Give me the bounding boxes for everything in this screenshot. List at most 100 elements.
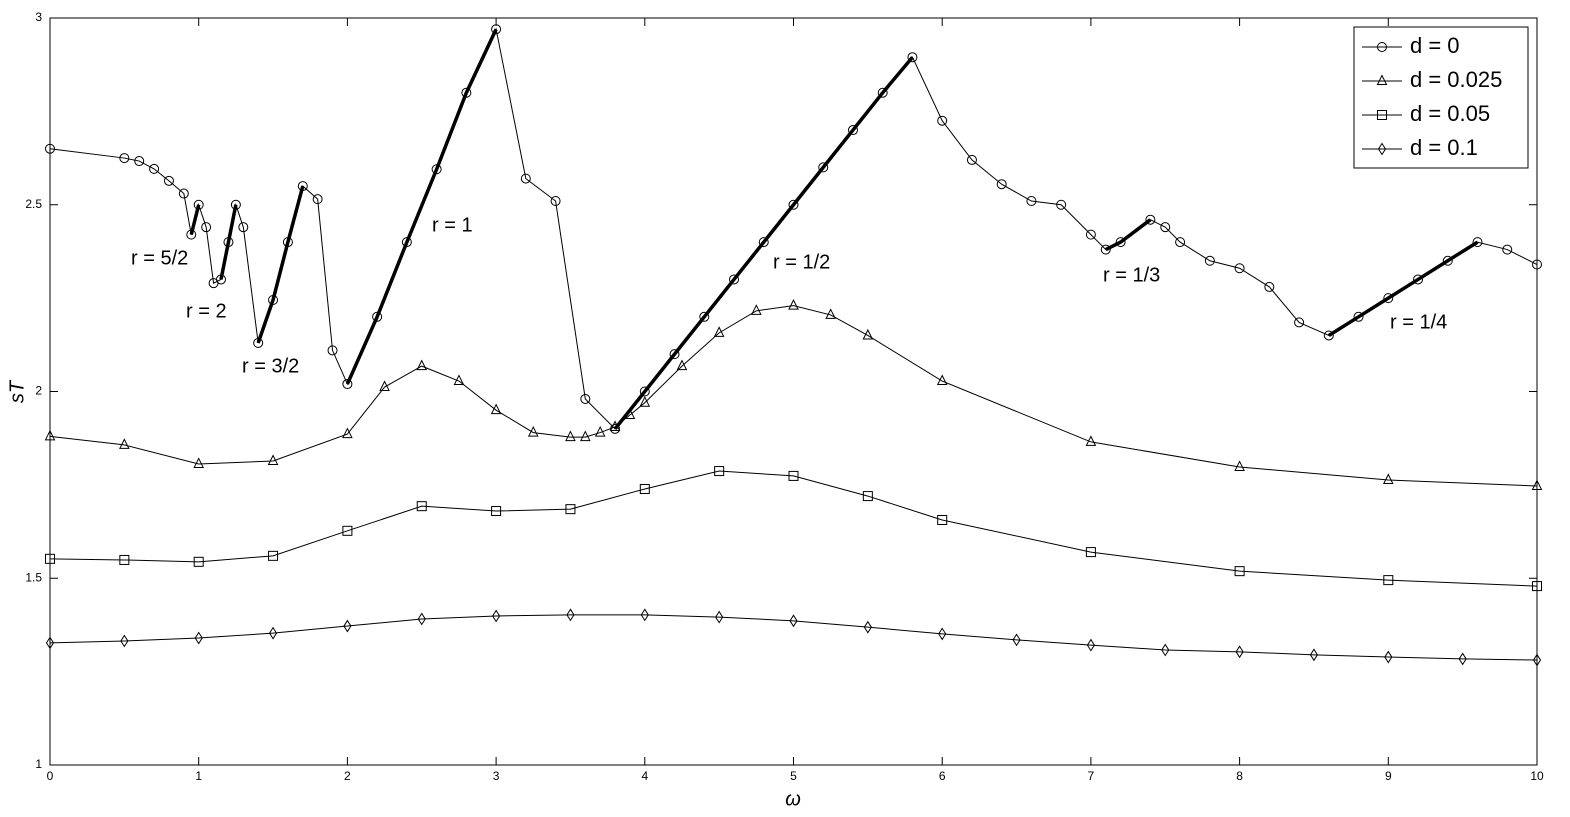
x-tick-label: 9 — [1385, 769, 1392, 783]
marker — [640, 608, 649, 622]
marker — [520, 173, 531, 184]
x-tick-label: 2 — [344, 769, 351, 783]
marker — [491, 24, 502, 35]
marker — [343, 619, 352, 633]
marker — [312, 194, 323, 205]
x-tick-label: 10 — [1530, 769, 1544, 783]
marker — [1085, 229, 1096, 240]
marker — [149, 163, 160, 174]
marker — [45, 553, 55, 564]
marker — [788, 470, 799, 481]
annotation: r = 1 — [432, 214, 473, 236]
marker — [639, 483, 650, 494]
marker — [342, 379, 353, 390]
marker — [862, 491, 873, 502]
marker — [996, 179, 1007, 190]
legend-label: d = 0 — [1410, 33, 1460, 58]
marker — [119, 153, 130, 164]
x-tick-label: 8 — [1236, 769, 1243, 783]
marker — [490, 403, 502, 415]
marker — [714, 466, 725, 477]
marker — [327, 345, 338, 356]
x-tick-label: 3 — [493, 769, 500, 783]
x-tick-label: 1 — [195, 769, 202, 783]
y-tick-label: 1 — [35, 757, 42, 771]
marker — [699, 311, 710, 322]
marker — [201, 222, 212, 233]
marker — [194, 631, 203, 645]
marker — [758, 237, 769, 248]
marker — [789, 614, 798, 628]
y-tick-label: 3 — [35, 10, 42, 24]
marker — [119, 438, 130, 449]
marker — [938, 627, 947, 641]
marker — [1309, 648, 1319, 662]
marker — [1532, 581, 1542, 592]
highlight-segment — [1327, 240, 1479, 337]
marker — [825, 308, 836, 319]
legend-label: d = 0.1 — [1410, 135, 1478, 160]
annotation: r = 5/2 — [131, 247, 188, 269]
marker — [491, 506, 502, 517]
marker — [1458, 652, 1467, 666]
x-tick-label: 4 — [641, 769, 648, 783]
marker — [342, 427, 353, 439]
highlight-segment — [345, 28, 498, 385]
legend-label: d = 0.05 — [1410, 101, 1490, 126]
marker — [1086, 638, 1095, 652]
marker — [715, 610, 724, 624]
marker — [45, 636, 55, 650]
marker — [1026, 196, 1037, 207]
annotation: r = 1/3 — [1103, 264, 1160, 286]
marker — [193, 556, 204, 567]
marker — [134, 156, 145, 167]
y-tick-label: 2 — [35, 384, 42, 398]
marker — [342, 525, 353, 536]
marker — [863, 620, 872, 634]
highlight-segment — [189, 204, 201, 236]
annotation: r = 3/2 — [242, 355, 299, 377]
marker — [238, 222, 249, 233]
marker — [1012, 633, 1021, 647]
marker — [639, 396, 651, 407]
marker — [453, 374, 465, 386]
marker — [729, 274, 740, 285]
marker — [527, 425, 539, 437]
legend-marker — [1377, 142, 1387, 156]
marker — [936, 374, 948, 386]
marker — [565, 504, 576, 515]
marker — [1056, 199, 1067, 210]
marker — [193, 457, 205, 468]
marker — [713, 326, 725, 337]
legend-marker — [1377, 42, 1387, 52]
series-line — [49, 614, 1538, 661]
marker — [1502, 244, 1513, 255]
marker — [1175, 237, 1186, 248]
marker — [1234, 263, 1245, 274]
marker — [1532, 653, 1542, 667]
annotation: r = 1/2 — [773, 251, 830, 273]
marker — [862, 328, 874, 340]
y-tick-label: 2.5 — [25, 197, 42, 211]
marker — [1100, 244, 1111, 255]
marker — [937, 115, 948, 126]
marker — [1323, 330, 1334, 341]
marker — [44, 429, 56, 441]
marker — [580, 430, 591, 442]
marker — [416, 359, 428, 371]
x-axis-label: ω — [785, 788, 801, 810]
marker — [1413, 274, 1424, 285]
marker — [1532, 259, 1542, 270]
marker — [1085, 435, 1097, 446]
marker — [1353, 311, 1364, 322]
highlight-segment — [613, 56, 914, 430]
marker — [1234, 566, 1245, 577]
marker — [163, 175, 174, 186]
marker — [594, 425, 606, 437]
x-tick-label: 7 — [1088, 769, 1095, 783]
marker — [788, 298, 799, 310]
marker — [818, 162, 829, 173]
marker — [1145, 214, 1156, 225]
marker — [1382, 473, 1394, 485]
